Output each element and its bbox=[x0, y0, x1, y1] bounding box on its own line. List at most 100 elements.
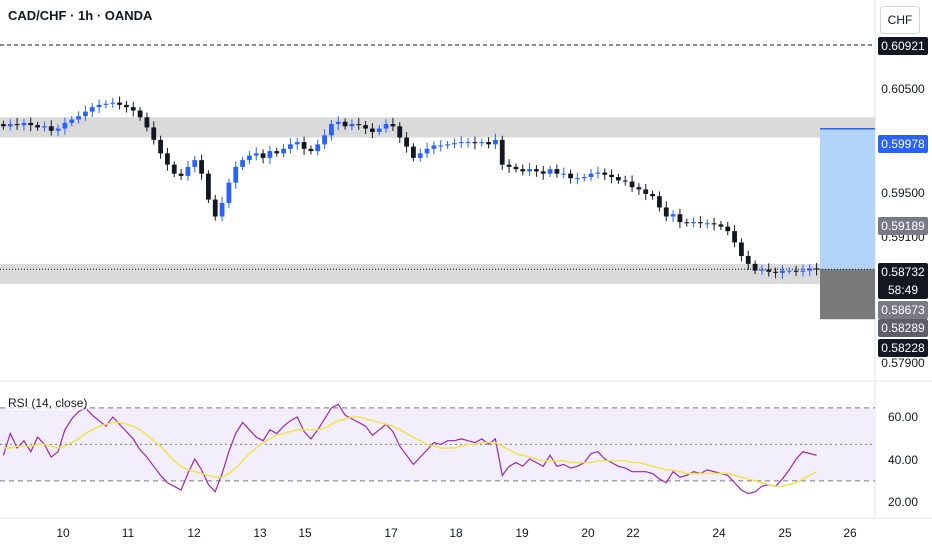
candle-body bbox=[616, 177, 621, 181]
candle-body bbox=[773, 271, 778, 273]
candle-body bbox=[698, 222, 703, 224]
candle-body bbox=[684, 222, 690, 224]
candle-body bbox=[356, 124, 362, 126]
candle-body bbox=[404, 137, 409, 147]
candle-body bbox=[165, 153, 170, 165]
candle-body bbox=[766, 269, 772, 272]
candle-body bbox=[28, 122, 34, 126]
profit-zone bbox=[820, 128, 875, 270]
time-tick-label: 25 bbox=[778, 526, 792, 540]
candle-body bbox=[178, 173, 184, 176]
price-tag-upper-zone: 0.59978 bbox=[878, 135, 928, 153]
candle-body bbox=[294, 142, 300, 145]
candle-body bbox=[732, 231, 737, 243]
price-tag-dark-gray: 0.58289 bbox=[878, 319, 928, 337]
candle-body bbox=[472, 142, 478, 144]
rsi-tick-label: 20.00 bbox=[887, 495, 919, 509]
time-tick-label: 24 bbox=[712, 526, 726, 540]
candle-body bbox=[308, 148, 314, 152]
candle-body bbox=[711, 223, 717, 225]
candle-body bbox=[800, 270, 806, 272]
candle-body bbox=[55, 128, 61, 131]
candle-body bbox=[342, 121, 348, 127]
candle-body bbox=[465, 142, 471, 144]
candle-body bbox=[267, 151, 273, 158]
candle-body bbox=[247, 155, 252, 161]
candle-body bbox=[21, 122, 27, 126]
time-tick-label: 17 bbox=[384, 526, 398, 540]
candle-body bbox=[718, 224, 724, 227]
candle-body bbox=[479, 142, 485, 144]
candle-body bbox=[793, 270, 799, 272]
candle-body bbox=[322, 135, 327, 145]
candle-body bbox=[376, 128, 382, 132]
candle-body bbox=[424, 148, 430, 154]
candle-body bbox=[335, 121, 341, 125]
candle-body bbox=[411, 146, 416, 158]
zone-support bbox=[0, 263, 875, 285]
candle-body bbox=[452, 143, 457, 145]
rsi-ma-line bbox=[3, 416, 817, 487]
rsi-tick-label: 40.00 bbox=[887, 453, 919, 467]
candle-body bbox=[124, 104, 129, 108]
candle-body bbox=[780, 270, 785, 273]
candle-body bbox=[609, 174, 614, 178]
candle-body bbox=[486, 142, 491, 145]
candle-body bbox=[199, 160, 204, 174]
price-tag-bottom-dark: 0.58228 bbox=[878, 339, 928, 357]
candle-body bbox=[110, 102, 116, 104]
candle-body bbox=[506, 164, 512, 167]
candle-body bbox=[643, 189, 649, 194]
candle-body bbox=[588, 173, 594, 178]
candle-body bbox=[650, 193, 655, 197]
candle-body bbox=[520, 169, 526, 172]
candle-body bbox=[493, 139, 498, 145]
candle-body bbox=[814, 268, 819, 270]
candle-body bbox=[622, 180, 628, 182]
rsi-line bbox=[2, 403, 817, 495]
candle-body bbox=[575, 178, 580, 180]
price-tag-current: 0.58732 bbox=[878, 263, 928, 281]
candle-body bbox=[739, 242, 744, 256]
candle-body bbox=[260, 153, 266, 158]
candle-body bbox=[431, 145, 437, 149]
candle-body bbox=[96, 104, 102, 108]
price-tick-label: 0.57900 bbox=[881, 356, 925, 370]
candle-body bbox=[62, 122, 68, 129]
candle-body bbox=[1, 124, 6, 127]
candle-body bbox=[281, 148, 286, 154]
candle-body bbox=[397, 126, 403, 138]
candle-body bbox=[752, 263, 758, 271]
candle-body bbox=[657, 196, 662, 208]
candle-body bbox=[636, 187, 642, 190]
candle-body bbox=[144, 117, 150, 128]
candle-body bbox=[568, 173, 573, 179]
candle-body bbox=[212, 199, 218, 217]
time-tick-label: 10 bbox=[56, 526, 70, 540]
time-tick-label: 11 bbox=[121, 526, 135, 540]
price-tick-label: 0.60500 bbox=[881, 82, 925, 96]
price-tag-mid-gray: 0.59189 bbox=[878, 217, 928, 235]
zone-resistance bbox=[0, 117, 875, 138]
candle-body bbox=[807, 268, 813, 271]
currency-button[interactable]: CHF bbox=[880, 6, 920, 34]
candle-body bbox=[14, 124, 20, 126]
candle-body bbox=[581, 177, 587, 179]
candle-body bbox=[547, 169, 553, 174]
candle-body bbox=[438, 145, 444, 147]
time-tick-label: 22 bbox=[626, 526, 640, 540]
candle-body bbox=[171, 164, 177, 174]
candle-body bbox=[329, 124, 334, 136]
candle-body bbox=[534, 169, 539, 172]
candle-body bbox=[240, 160, 245, 167]
time-tick-label: 18 bbox=[449, 526, 463, 540]
candle-body bbox=[192, 160, 198, 167]
candle-body bbox=[670, 214, 676, 217]
candle-body bbox=[130, 107, 136, 111]
candle-body bbox=[704, 223, 710, 225]
candle-body bbox=[253, 153, 259, 156]
candle-body bbox=[554, 169, 560, 174]
candle-body bbox=[458, 142, 464, 144]
